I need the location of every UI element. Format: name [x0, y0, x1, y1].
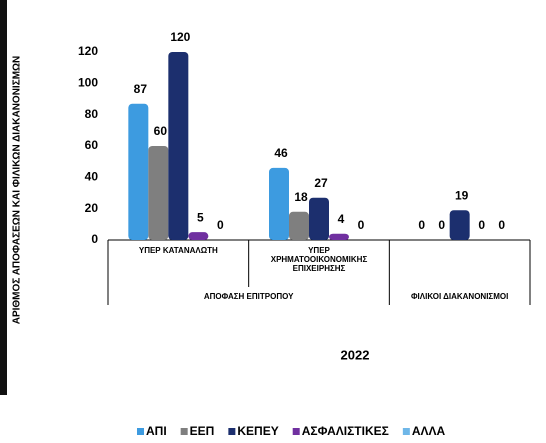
group-label: ΑΠΟΦΑΣΗ ΕΠΙΤΡΟΠΟΥ [203, 292, 294, 301]
value-label: 46 [274, 146, 288, 160]
y-axis-title: ΑΡΙΘΜΟΣ ΑΠΟΦΑΣΕΩΝ ΚΑΙ ΦΙΛΙΚΩΝ ΔΙΑΚΑΝΟΝΙΣ… [12, 56, 23, 325]
legend-marker [402, 428, 410, 435]
legend-label: ΑΣΦΑΛΙΣΤΙΚΕΣ [302, 424, 389, 438]
legend-marker [292, 428, 300, 435]
value-label: 18 [294, 190, 308, 204]
legend-label: ΕΕΠ [190, 424, 215, 438]
y-tick-label: 80 [85, 107, 99, 121]
bar [188, 232, 209, 240]
value-label: 0 [217, 218, 224, 232]
bar [168, 52, 189, 240]
value-label: 60 [154, 124, 168, 138]
x-tick-label: ΥΠΕΡ ΚΑΤΑΝΑΛΩΤΗ [138, 246, 218, 255]
value-label: 0 [438, 218, 445, 232]
value-label: 27 [314, 176, 328, 190]
bar [289, 211, 309, 240]
legend-marker [228, 428, 236, 435]
bar [128, 103, 149, 240]
y-tick-label: 0 [91, 232, 98, 246]
bar [148, 146, 169, 240]
y-tick-label: 60 [85, 138, 99, 152]
x-tick-label: ΥΠΕΡ ΧΡΗΜΑΤΟΟΙΚΟΝΟΜΙΚΗΣ ΕΠΙΧΕΙΡΗΣΗΣ [270, 246, 368, 273]
value-label: 4 [338, 212, 345, 226]
x-axis-title: 2022 [341, 347, 370, 362]
value-label: 0 [498, 218, 505, 232]
legend-marker [180, 428, 188, 435]
value-label: 0 [418, 218, 425, 232]
value-label: 120 [170, 30, 190, 44]
group-label: ΦΙΛΙΚΟΙ ΔΙΑΚΑΝΟΝΙΣΜΟΙ [410, 292, 509, 301]
bar [329, 233, 349, 240]
y-tick-label: 100 [78, 76, 98, 90]
bar [269, 167, 289, 240]
bar [449, 210, 470, 240]
legend-marker [137, 428, 144, 435]
legend-label: ΑΠΙ [146, 424, 167, 438]
value-label: 0 [478, 218, 485, 232]
left-strip [0, 0, 7, 395]
value-label: 87 [134, 82, 148, 96]
y-tick-label: 20 [85, 201, 99, 215]
value-label: 19 [455, 188, 469, 202]
bar [309, 197, 329, 240]
value-label: 0 [358, 218, 365, 232]
y-tick-label: 120 [78, 44, 98, 58]
value-label: 5 [197, 210, 204, 224]
legend-label: ΚΕΠΕΥ [237, 424, 278, 438]
y-tick-label: 40 [85, 170, 99, 184]
legend-label: ΑΛΛΑ [412, 424, 446, 438]
